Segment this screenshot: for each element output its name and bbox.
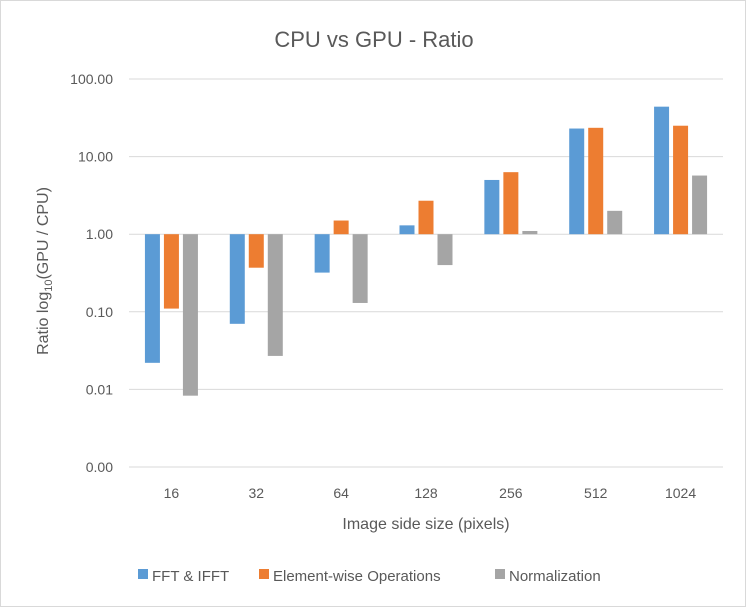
bar-normalization-64 xyxy=(352,234,368,303)
chart-title: CPU vs GPU - Ratio xyxy=(274,27,473,52)
x-tick-label: 16 xyxy=(164,485,180,501)
bar-fft-ifft-1024 xyxy=(654,106,670,235)
y-tick-label: 0.01 xyxy=(86,381,113,397)
bar-element-wise-operations-32 xyxy=(248,234,264,268)
bar-element-wise-operations-512 xyxy=(588,127,604,235)
bar-fft-ifft-256 xyxy=(484,179,500,235)
bar-element-wise-operations-128 xyxy=(418,200,434,235)
legend-label: FFT & IFFT xyxy=(152,568,229,585)
legend-label: Normalization xyxy=(509,568,601,585)
bar-normalization-32 xyxy=(267,234,283,356)
y-tick-label: 10.00 xyxy=(78,149,113,165)
y-tick-label: 100.00 xyxy=(70,71,113,87)
legend-label: Element-wise Operations xyxy=(273,568,441,585)
x-axis-ticks: 16 32 64 128 256 512 1024 xyxy=(164,485,697,501)
x-tick-label: 256 xyxy=(499,485,523,501)
bar-fft-ifft-16 xyxy=(144,234,160,363)
bar-fft-ifft-32 xyxy=(229,234,245,324)
bar-fft-ifft-128 xyxy=(399,225,415,235)
y-tick-label: 1.00 xyxy=(86,226,113,242)
bar-element-wise-operations-256 xyxy=(503,172,519,235)
bar-fft-ifft-64 xyxy=(314,234,330,273)
legend-swatch xyxy=(138,569,148,579)
x-tick-label: 32 xyxy=(248,485,264,501)
x-axis-label: Image side size (pixels) xyxy=(342,516,509,533)
bar-normalization-512 xyxy=(607,210,623,235)
bar-element-wise-operations-16 xyxy=(163,234,179,309)
y-tick-label: 0.00 xyxy=(86,459,113,475)
x-tick-label: 128 xyxy=(414,485,438,501)
y-axis-ticks: 100.00 10.00 1.00 0.10 0.01 0.00 xyxy=(70,71,113,475)
bar-normalization-16 xyxy=(182,234,198,396)
bar-fft-ifft-512 xyxy=(569,128,585,235)
bar-element-wise-operations-64 xyxy=(333,220,349,235)
bar-element-wise-operations-1024 xyxy=(673,125,689,235)
y-tick-label: 0.10 xyxy=(86,304,113,320)
x-tick-label: 512 xyxy=(584,485,608,501)
x-tick-label: 1024 xyxy=(665,485,696,501)
gridlines xyxy=(129,78,723,468)
legend-swatch xyxy=(259,569,269,579)
bars xyxy=(144,106,708,396)
bar-normalization-1024 xyxy=(692,175,708,235)
x-tick-label: 64 xyxy=(333,485,349,501)
bar-normalization-256 xyxy=(522,230,538,235)
legend-swatch xyxy=(495,569,505,579)
legend: FFT & IFFT Element-wise Operations Normali… xyxy=(138,568,601,585)
y-axis-label: Ratio log10(GPU / CPU) xyxy=(35,187,55,355)
bar-normalization-128 xyxy=(437,234,453,266)
